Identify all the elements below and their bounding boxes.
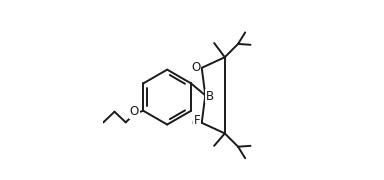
Text: F: F <box>194 114 200 127</box>
Text: B: B <box>206 90 214 103</box>
Text: O: O <box>192 61 201 74</box>
Text: O: O <box>130 105 139 118</box>
Text: O: O <box>192 117 201 130</box>
